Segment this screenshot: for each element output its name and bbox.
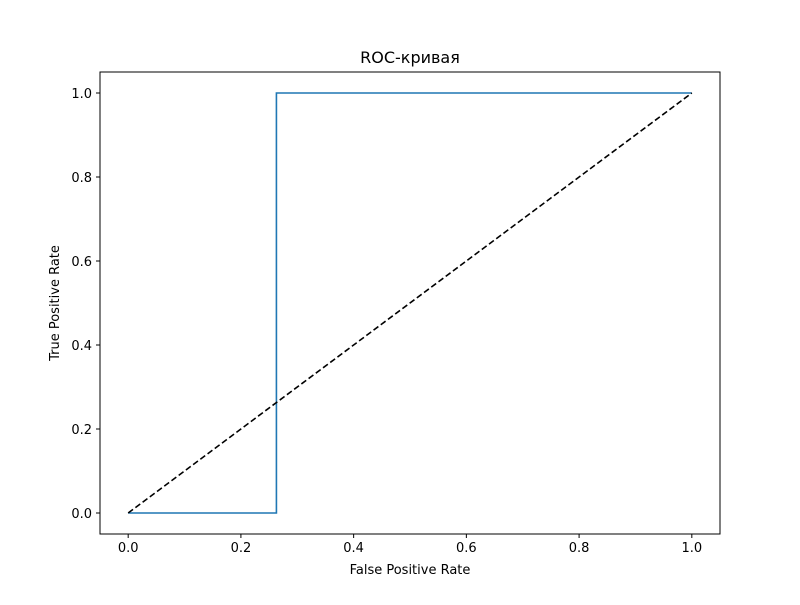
roc-curve-line xyxy=(128,92,692,514)
plot-frame xyxy=(99,71,721,535)
series-layer xyxy=(127,92,693,514)
x-tick-label: 0.4 xyxy=(343,541,364,556)
y-tick-label: 0.2 xyxy=(71,423,92,438)
y-tick-label: 0.4 xyxy=(71,339,92,354)
x-tick-label: 0.0 xyxy=(118,541,139,556)
ticks-layer: 0.0 0.2 0.4 0.6 0.8 1.0 0.0 0.2 0.4 0.6 0.8 1.0 xyxy=(71,87,702,556)
x-tick-label: 0.2 xyxy=(231,541,252,556)
x-tick-label: 0.8 xyxy=(569,541,590,556)
y-tick-label: 0.6 xyxy=(71,255,92,270)
y-tick-label: 0.8 xyxy=(71,171,92,186)
y-tick-label: 1.0 xyxy=(71,87,92,102)
x-axis-label: False Positive Rate xyxy=(350,563,471,578)
diagonal-reference-line xyxy=(127,92,693,514)
chart-title: ROC-кривая xyxy=(360,48,460,67)
y-axis-label: True Positive Rate xyxy=(48,245,63,362)
y-tick-label: 0.0 xyxy=(71,507,92,522)
x-tick-label: 0.6 xyxy=(456,541,477,556)
x-tick-label: 1.0 xyxy=(681,541,702,556)
